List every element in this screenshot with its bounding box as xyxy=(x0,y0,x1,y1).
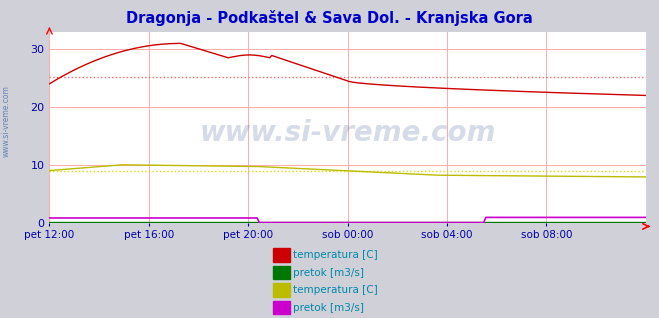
Text: www.si-vreme.com: www.si-vreme.com xyxy=(2,85,11,157)
Text: www.si-vreme.com: www.si-vreme.com xyxy=(200,119,496,147)
Text: temperatura [C]: temperatura [C] xyxy=(293,250,378,260)
Text: Dragonja - Podkaštel & Sava Dol. - Kranjska Gora: Dragonja - Podkaštel & Sava Dol. - Kranj… xyxy=(126,10,533,25)
Text: pretok [m3/s]: pretok [m3/s] xyxy=(293,302,364,313)
Text: temperatura [C]: temperatura [C] xyxy=(293,285,378,295)
Text: pretok [m3/s]: pretok [m3/s] xyxy=(293,267,364,278)
